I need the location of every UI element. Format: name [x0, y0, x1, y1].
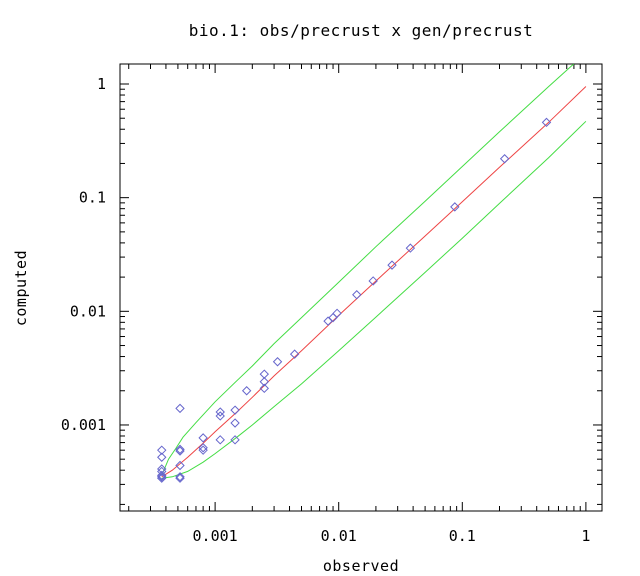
data-point [323, 316, 333, 326]
data-point [175, 444, 185, 455]
data-point [215, 435, 225, 445]
data-point [450, 202, 460, 212]
data-point [332, 308, 342, 319]
data-point [175, 446, 185, 456]
data-point [157, 470, 167, 481]
data-point [352, 290, 362, 300]
data-point [175, 472, 185, 482]
plot-frame [119, 63, 603, 512]
data-points [157, 117, 552, 483]
data-point [157, 466, 167, 477]
data-point [175, 403, 185, 414]
chart-title: bio.1: obs/precrust x gen/precrust [189, 21, 534, 40]
data-point [198, 443, 208, 453]
upper-band-line [161, 64, 575, 476]
y-tick-label: 0.01 [70, 302, 106, 320]
data-point [175, 473, 185, 483]
data-point [230, 418, 240, 428]
data-point [541, 117, 552, 128]
data-point [259, 377, 270, 387]
x-tick-label: 0.1 [449, 527, 476, 545]
data-point [259, 369, 270, 379]
data-point [499, 154, 510, 164]
fit-line [161, 86, 587, 478]
data-point [405, 243, 416, 253]
y-axis-label: computed [12, 250, 30, 326]
data-point [215, 407, 225, 417]
data-point [387, 260, 397, 270]
data-point [157, 472, 167, 482]
x-tick-label: 0.01 [321, 527, 357, 545]
x-tick-label: 1 [581, 527, 590, 545]
data-point [215, 411, 225, 421]
data-point [157, 452, 167, 462]
data-point [157, 473, 167, 483]
y-tick-label: 0.1 [79, 189, 106, 207]
data-point [157, 445, 167, 455]
data-point [175, 460, 185, 471]
tick-marks [120, 64, 602, 511]
data-point [230, 435, 240, 445]
x-tick-label: 0.001 [193, 527, 238, 545]
x-axis-label: observed [323, 557, 399, 575]
lower-band-line [161, 120, 587, 479]
plot-area: 0.001 0.01 0.1 1 0.001 0.01 0.1 1 [61, 63, 603, 545]
y-tick-label: 0.001 [61, 416, 106, 434]
data-point [272, 357, 283, 367]
data-point [198, 445, 208, 455]
data-point [289, 349, 300, 359]
y-tick-label: 1 [97, 75, 106, 93]
data-point [241, 386, 252, 396]
data-point [230, 405, 240, 415]
data-point [198, 433, 208, 443]
data-point [368, 276, 378, 286]
data-point [259, 383, 270, 394]
